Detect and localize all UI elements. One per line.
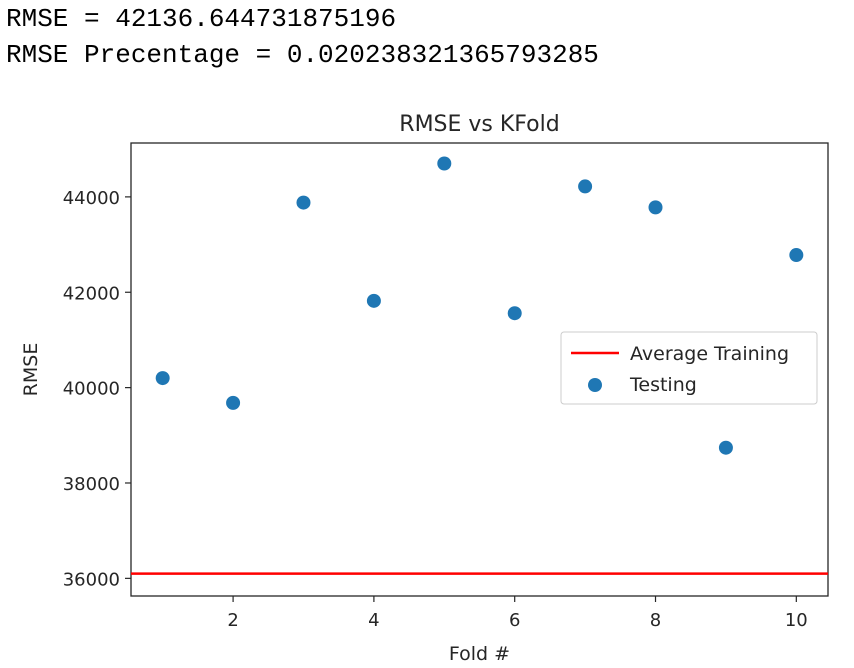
x-tick-label: 8 bbox=[650, 610, 661, 631]
x-axis-label: Fold # bbox=[449, 643, 510, 665]
testing-point bbox=[507, 306, 522, 321]
rmse-percentage-output-line: RMSE Precentage = 0.020238321365793285 bbox=[6, 40, 599, 70]
y-axis-label: RMSE bbox=[20, 343, 42, 397]
testing-point bbox=[718, 440, 733, 455]
plot-frame bbox=[130, 142, 829, 597]
y-tick-label: 44000 bbox=[63, 188, 120, 209]
axis-ticks: 2 4 6 8 10 36000 38000 40000 42000 44000 bbox=[63, 188, 808, 631]
testing-point bbox=[366, 293, 381, 308]
y-tick-label: 40000 bbox=[63, 379, 120, 400]
legend-box bbox=[560, 331, 818, 405]
x-tick-label: 2 bbox=[227, 610, 238, 631]
x-tick-label: 4 bbox=[368, 610, 379, 631]
y-tick-label: 42000 bbox=[63, 283, 120, 304]
testing-point bbox=[648, 200, 663, 215]
testing-point bbox=[296, 195, 311, 210]
x-tick-label: 6 bbox=[509, 610, 520, 631]
chart-title: RMSE vs KFold bbox=[399, 112, 559, 137]
data-layer bbox=[131, 156, 828, 575]
legend-testing-swatch bbox=[588, 378, 602, 392]
testing-point bbox=[155, 371, 170, 386]
testing-point bbox=[437, 156, 452, 171]
testing-point bbox=[226, 395, 241, 410]
x-tick-label: 10 bbox=[785, 610, 808, 631]
legend: Average Training Testing bbox=[560, 331, 818, 405]
testing-point bbox=[578, 179, 593, 194]
y-tick-label: 36000 bbox=[63, 569, 120, 590]
y-tick-label: 38000 bbox=[63, 474, 120, 495]
legend-average-training-label: Average Training bbox=[630, 343, 789, 365]
testing-point bbox=[789, 248, 804, 263]
legend-testing-label: Testing bbox=[629, 374, 697, 396]
rmse-output-line: RMSE = 42136.644731875196 bbox=[6, 4, 397, 34]
